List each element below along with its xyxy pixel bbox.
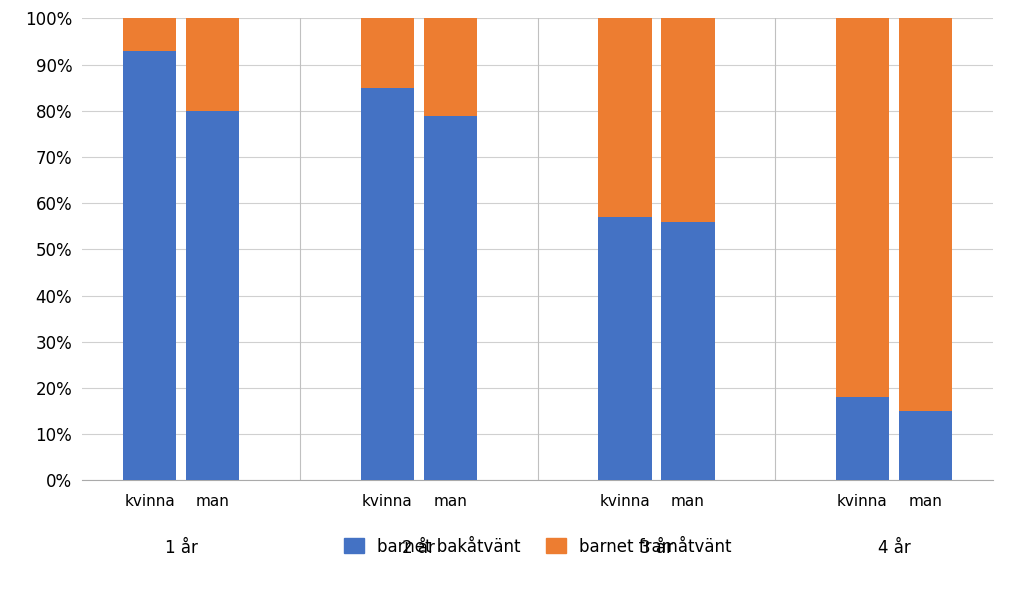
Text: 2 år: 2 år bbox=[402, 539, 435, 557]
Bar bbox=[899, 411, 952, 480]
Bar bbox=[424, 18, 477, 116]
Bar bbox=[360, 18, 414, 87]
Bar bbox=[662, 222, 715, 480]
Bar bbox=[424, 116, 477, 480]
Text: 1 år: 1 år bbox=[165, 539, 198, 557]
Bar bbox=[360, 87, 414, 480]
Bar bbox=[836, 18, 889, 397]
Bar bbox=[598, 18, 651, 217]
Bar bbox=[662, 18, 715, 222]
Bar bbox=[123, 18, 176, 51]
Bar bbox=[186, 18, 240, 111]
Bar bbox=[598, 217, 651, 480]
Bar bbox=[899, 18, 952, 411]
Bar bbox=[836, 397, 889, 480]
Text: 4 år: 4 år bbox=[878, 539, 910, 557]
Text: 3 år: 3 år bbox=[640, 539, 673, 557]
Bar bbox=[186, 111, 240, 480]
Bar bbox=[123, 51, 176, 480]
Legend: barnet bakåtvänt, barnet framåtvänt: barnet bakåtvänt, barnet framåtvänt bbox=[337, 531, 738, 562]
